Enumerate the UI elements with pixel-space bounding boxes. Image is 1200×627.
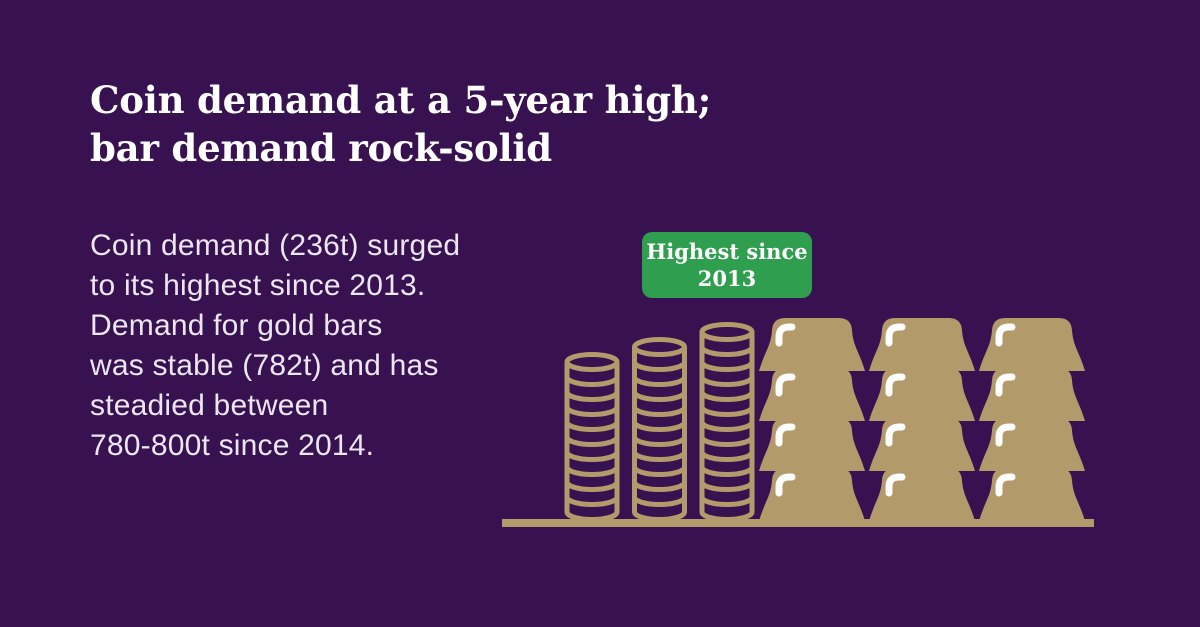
gold-bar-body xyxy=(759,368,865,421)
coin-edge xyxy=(699,421,755,432)
coin-edge xyxy=(564,481,620,492)
coin-edge xyxy=(564,496,620,507)
highest-since-badge: Highest since 2013 xyxy=(642,232,812,298)
gold-bar-shine xyxy=(885,323,906,347)
gold-bar xyxy=(759,418,865,471)
badge-line: Highest since xyxy=(646,239,808,264)
gold-bar-body xyxy=(759,418,865,471)
gold-bar xyxy=(979,418,1085,471)
badge-line: 2013 xyxy=(697,266,757,291)
gold-bar xyxy=(979,368,1085,421)
coin-edge xyxy=(632,481,687,492)
body-text-line: 780-800t since 2014. xyxy=(90,429,375,462)
coin-edge xyxy=(699,481,755,492)
coin-edge xyxy=(564,406,620,417)
gold-bar-body xyxy=(869,318,975,371)
coin-stack xyxy=(632,337,687,522)
gold-bar-body xyxy=(979,418,1085,471)
gold-bar-body xyxy=(979,368,1085,421)
gold-bar-body xyxy=(869,418,975,471)
gold-bar xyxy=(869,368,975,421)
gold-bar-shine xyxy=(885,373,906,397)
coin-edge xyxy=(699,466,755,477)
gold-bar-body xyxy=(869,468,975,521)
gold-bar xyxy=(869,318,975,371)
gold-bar-shine xyxy=(995,323,1016,347)
gold-bar-body xyxy=(869,368,975,421)
gold-bar-shine xyxy=(995,373,1016,397)
coin-stack-outline xyxy=(699,332,755,522)
coin-edge xyxy=(564,421,620,432)
coin-edge xyxy=(699,496,755,507)
coin-stack xyxy=(564,352,620,522)
gold-bar-shine xyxy=(775,423,796,447)
gold-bar-body xyxy=(759,318,865,371)
coin-edge xyxy=(632,436,687,447)
coin-stack xyxy=(699,322,755,522)
coin-edge xyxy=(699,391,755,402)
coin-edge xyxy=(699,451,755,462)
coin-edge xyxy=(699,361,755,372)
coin-edge xyxy=(699,346,755,357)
gold-bar xyxy=(979,468,1085,521)
gold-bar-shine xyxy=(995,473,1016,497)
coin-edge xyxy=(699,376,755,387)
gold-bar xyxy=(759,368,865,421)
gold-bar-shine xyxy=(775,323,796,347)
gold-bar-shine xyxy=(995,423,1016,447)
coin-stack-outline xyxy=(632,347,687,522)
body-text-line: was stable (782t) and has xyxy=(90,349,439,382)
body-text-line: Coin demand (236t) surged xyxy=(90,229,461,262)
gold-bar xyxy=(759,468,865,521)
coin-edge xyxy=(632,391,687,402)
gold-bar-shine xyxy=(885,473,906,497)
gold-bar xyxy=(869,468,975,521)
ground-line xyxy=(502,519,1094,527)
coin-edge xyxy=(632,406,687,417)
gold-bar-shine xyxy=(885,423,906,447)
page-title-line: bar demand rock-solid xyxy=(90,126,552,170)
coin-edge xyxy=(632,376,687,387)
gold-bar-body xyxy=(759,468,865,521)
coin-edge xyxy=(632,496,687,507)
coin-edge xyxy=(564,466,620,477)
coin-top xyxy=(699,322,755,342)
gold-bar xyxy=(759,318,865,371)
coin-edge xyxy=(632,421,687,432)
coin-edge xyxy=(632,451,687,462)
page-title: Coin demand at a 5-year high; bar demand… xyxy=(90,76,711,172)
body-text-line: to its highest since 2013. xyxy=(90,269,426,302)
gold-bar-body xyxy=(979,468,1085,521)
gold-bar xyxy=(979,318,1085,371)
coin-edge xyxy=(564,451,620,462)
gold-bar-body xyxy=(979,318,1085,371)
coin-edge xyxy=(699,436,755,447)
coin-top xyxy=(632,337,687,357)
body-text-line: steadied between xyxy=(90,389,329,422)
gold-bar-shine xyxy=(775,373,796,397)
coin-top xyxy=(564,352,620,372)
coin-edge xyxy=(564,391,620,402)
coin-stack-outline xyxy=(564,362,620,522)
body-text-line: Demand for gold bars xyxy=(90,309,383,342)
gold-bar-shine xyxy=(775,473,796,497)
coin-edge xyxy=(632,466,687,477)
gold-bar xyxy=(869,418,975,471)
coin-edge xyxy=(699,406,755,417)
body-text: Coin demand (236t) surged to its highest… xyxy=(90,226,460,466)
coin-edge xyxy=(564,436,620,447)
page-title-line: Coin demand at a 5-year high; xyxy=(90,78,712,122)
coin-edge xyxy=(632,361,687,372)
coin-edge xyxy=(564,376,620,387)
